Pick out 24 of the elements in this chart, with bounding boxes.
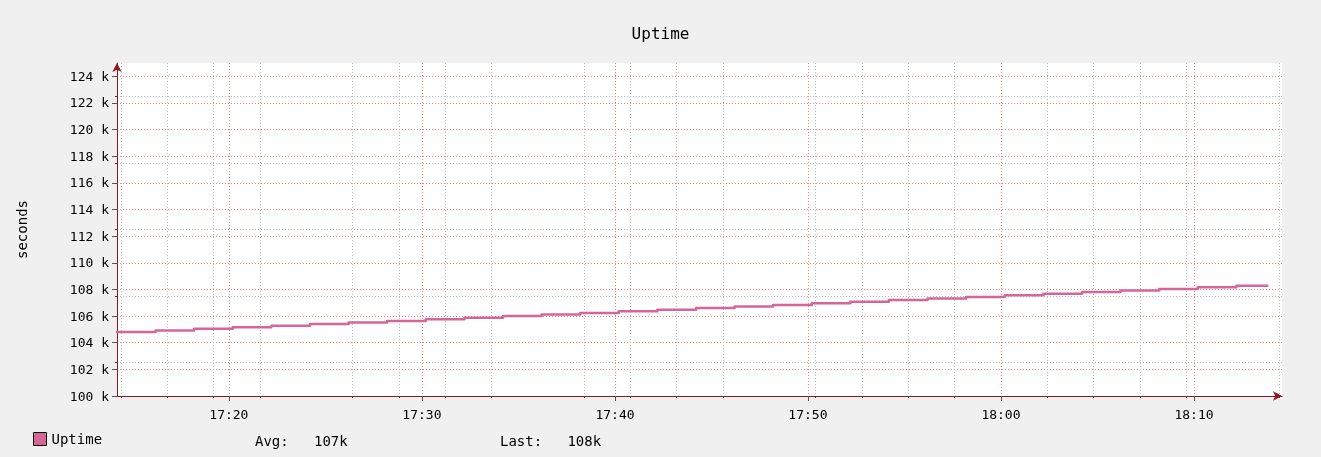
y-tick-label: 122 k: [69, 95, 110, 111]
y-tick-label: 108 k: [69, 281, 110, 297]
y-tick-label: 110 k: [69, 255, 110, 271]
y-tick-label: 114 k: [69, 202, 110, 218]
legend-label: Uptime: [51, 431, 103, 447]
text: Last: 108k: [500, 433, 602, 449]
x-tick-label: 17:50: [788, 407, 828, 422]
x-tick-label: 17:30: [402, 407, 442, 422]
y-axis-title: seconds: [14, 199, 30, 260]
y-tick-label: 120 k: [69, 122, 110, 138]
x-tick-label: 18:00: [981, 407, 1021, 422]
y-tick-label: 100 k: [69, 388, 110, 404]
y-tick-label: 112 k: [69, 228, 110, 244]
y-tick-label: 124 k: [69, 68, 110, 84]
y-tick-label: 104 k: [69, 335, 110, 351]
y-tick-label: 116 k: [69, 175, 110, 191]
x-tick-label: 18:10: [1174, 407, 1214, 422]
x-tick-label: 17:40: [595, 407, 635, 422]
y-tick-label: 118 k: [69, 148, 110, 164]
y-tick-label: 106 k: [69, 308, 110, 324]
x-tick-label: 17:20: [209, 407, 249, 422]
y-tick-label: 102 k: [69, 361, 110, 377]
chart-title: Uptime: [631, 23, 690, 43]
text: Avg: 107k: [255, 433, 349, 449]
